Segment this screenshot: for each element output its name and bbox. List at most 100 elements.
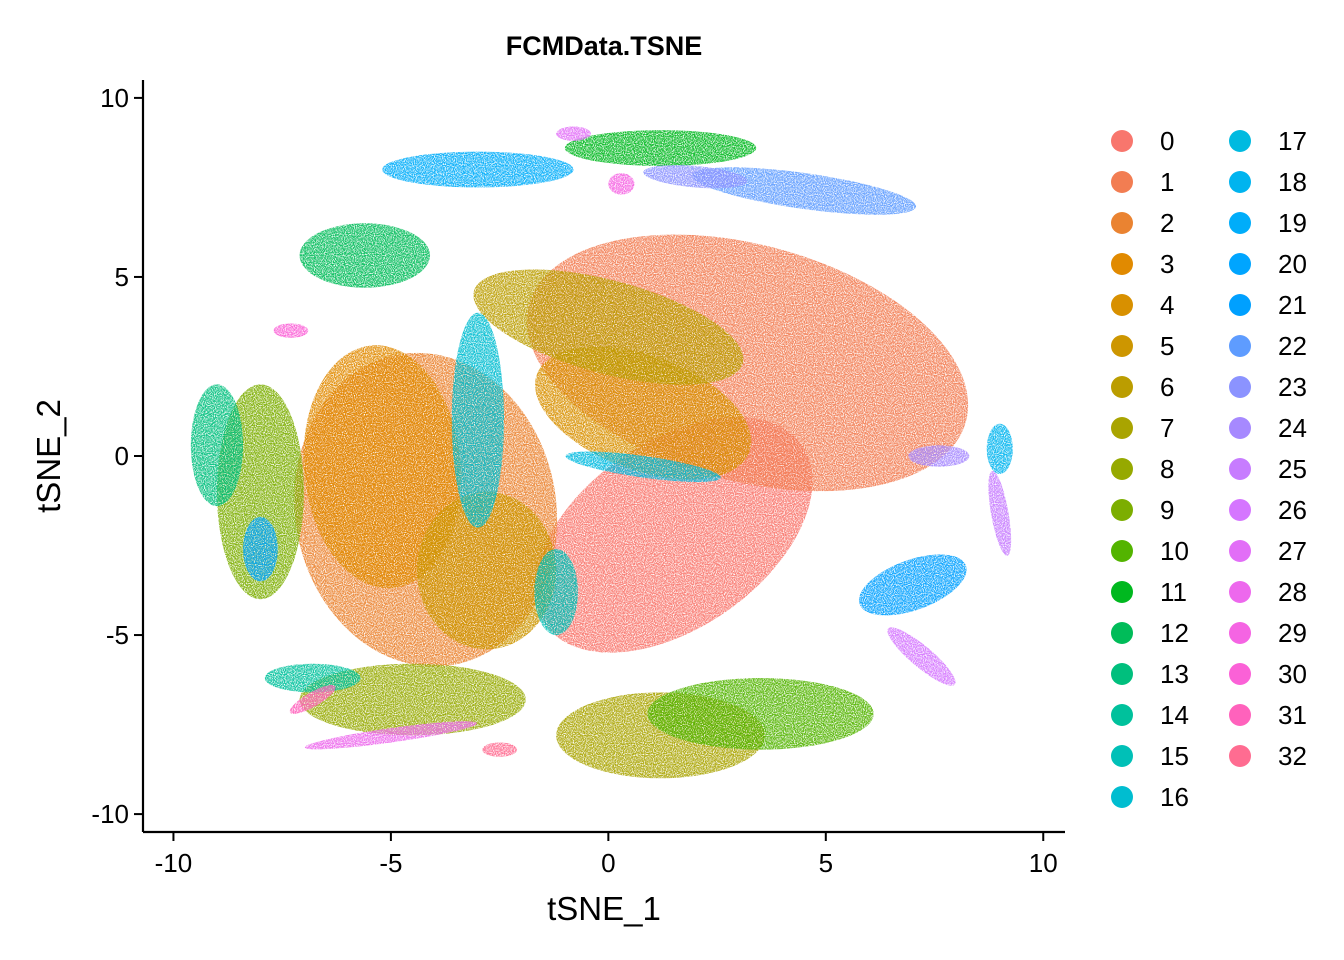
legend-label: 28: [1278, 577, 1307, 607]
y-tick-label: -10: [91, 799, 129, 829]
legend-item-27: 27: [1229, 536, 1307, 566]
legend-item-2: 2: [1111, 208, 1174, 238]
cluster-24-points: [908, 445, 970, 467]
legend-item-1: 1: [1111, 167, 1174, 197]
y-tick-label: 10: [100, 83, 129, 113]
legend-key: [1111, 130, 1133, 152]
legend-key: [1111, 171, 1133, 193]
cluster-13-blob: [190, 384, 244, 507]
legend-key: [1111, 540, 1133, 562]
y-tick-label: 0: [115, 441, 129, 471]
cluster-30-points: [273, 323, 309, 338]
x-tick-label: 10: [1029, 848, 1058, 878]
cluster-18-blob: [986, 423, 1013, 474]
legend-label: 25: [1278, 454, 1307, 484]
legend-label: 2: [1160, 208, 1174, 238]
legend-key: [1229, 335, 1251, 357]
cluster-17-blob: [565, 451, 721, 482]
cluster-26-points: [887, 627, 956, 686]
cluster-29-points: [608, 173, 635, 195]
legend-label: 14: [1160, 700, 1189, 730]
legend-item-17: 17: [1229, 126, 1307, 156]
cluster-21-points: [858, 554, 967, 616]
cluster-23-points: [643, 165, 748, 189]
cluster-14-blob: [264, 663, 361, 693]
legend-label: 20: [1278, 249, 1307, 279]
legend-key: [1229, 130, 1251, 152]
legend-key: [1229, 253, 1251, 275]
legend-key: [1111, 499, 1133, 521]
legend-label: 1: [1160, 167, 1174, 197]
cluster-10-blob: [647, 678, 874, 750]
legend-key: [1229, 704, 1251, 726]
legend-item-13: 13: [1111, 659, 1189, 689]
legend-item-16: 16: [1111, 782, 1189, 812]
legend-label: 16: [1160, 782, 1189, 812]
cluster-20-blob: [243, 516, 278, 582]
legend-label: 30: [1278, 659, 1307, 689]
x-tick-label: -5: [379, 848, 402, 878]
legend-label: 9: [1160, 495, 1174, 525]
legend-label: 7: [1160, 413, 1174, 443]
cluster-15-points: [534, 549, 578, 636]
legend-item-29: 29: [1229, 618, 1307, 648]
cluster-13-points: [190, 384, 244, 507]
cluster-28-blob: [304, 721, 478, 750]
legend-label: 22: [1278, 331, 1307, 361]
cluster-11-points: [564, 130, 757, 166]
cluster-14-points: [264, 663, 361, 693]
legend-key: [1229, 499, 1251, 521]
x-axis-title: tSNE_1: [547, 890, 661, 927]
legend-key: [1229, 458, 1251, 480]
legend-key: [1111, 458, 1133, 480]
legend-key: [1111, 253, 1133, 275]
legend: 0123456789101112131415161718192021222324…: [1111, 126, 1307, 812]
legend-key: [1111, 294, 1133, 316]
legend-item-21: 21: [1229, 290, 1307, 320]
legend-label: 12: [1160, 618, 1189, 648]
legend-label: 23: [1278, 372, 1307, 402]
legend-label: 0: [1160, 126, 1174, 156]
legend-label: 26: [1278, 495, 1307, 525]
legend-item-10: 10: [1111, 536, 1189, 566]
legend-key: [1229, 745, 1251, 767]
legend-key: [1229, 171, 1251, 193]
legend-key: [1111, 786, 1133, 808]
legend-key: [1111, 335, 1133, 357]
legend-key: [1229, 581, 1251, 603]
cluster-23-blob: [643, 165, 748, 189]
legend-label: 24: [1278, 413, 1307, 443]
cluster-5-blob: [416, 491, 557, 650]
legend-item-7: 7: [1111, 413, 1174, 443]
cluster-29-blob: [608, 173, 635, 195]
cluster-25-points: [988, 470, 1012, 556]
cluster-21-blob: [858, 554, 967, 616]
legend-item-22: 22: [1229, 331, 1307, 361]
legend-key: [1111, 212, 1133, 234]
cluster-30-blob: [273, 323, 309, 338]
legend-key: [1229, 294, 1251, 316]
legend-label: 11: [1160, 577, 1187, 607]
legend-key: [1111, 663, 1133, 685]
cluster-19-points: [382, 151, 574, 188]
legend-item-24: 24: [1229, 413, 1307, 443]
legend-label: 5: [1160, 331, 1174, 361]
cluster-31-points: [289, 685, 336, 714]
legend-key: [1111, 745, 1133, 767]
cluster-22-blob: [692, 167, 917, 215]
legend-item-32: 32: [1229, 741, 1307, 771]
plot-title: FCMData.TSNE: [506, 31, 703, 61]
cluster-11-blob: [564, 130, 757, 166]
cluster-17-points: [565, 451, 721, 482]
legend-item-23: 23: [1229, 372, 1307, 402]
legend-label: 15: [1160, 741, 1189, 771]
y-tick-label: -5: [106, 620, 129, 650]
cluster-20-points: [243, 516, 278, 582]
cluster-10-points: [647, 678, 874, 750]
cluster-3-blob: [303, 345, 461, 589]
legend-label: 10: [1160, 536, 1189, 566]
cluster-32-blob: [482, 742, 518, 757]
point-cloud: [190, 126, 1013, 779]
legend-key: [1111, 417, 1133, 439]
